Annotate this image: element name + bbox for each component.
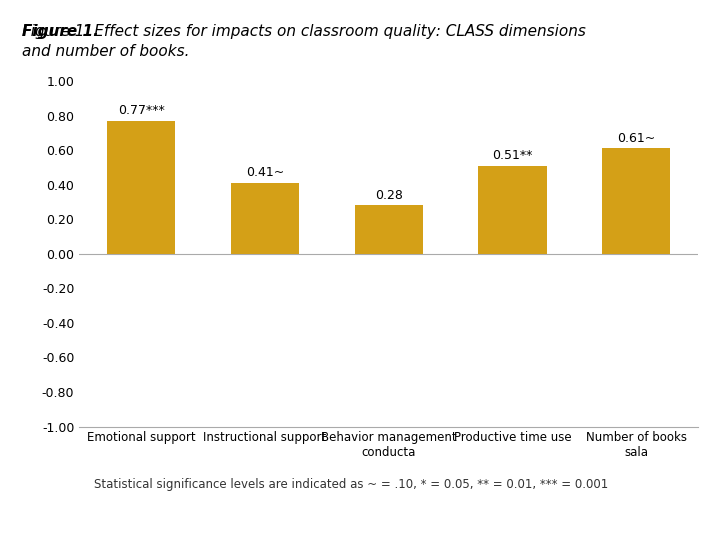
Text: NATIONAL FORUM ON EARLY CHILDHOOD POLICY AND PROGRAMS: NATIONAL FORUM ON EARLY CHILDHOOD POLICY… bbox=[88, 510, 632, 525]
Text: Statistical significance levels are indicated as ~ = .10, * = 0.05, ** = 0.01, *: Statistical significance levels are indi… bbox=[94, 478, 608, 491]
Bar bbox=[479, 166, 546, 254]
Text: 0.41~: 0.41~ bbox=[246, 166, 284, 179]
Text: 0.77***: 0.77*** bbox=[118, 104, 165, 117]
Bar bbox=[231, 183, 299, 254]
Text: Figure 1.: Figure 1. bbox=[22, 24, 99, 39]
Text: 0.61~: 0.61~ bbox=[617, 132, 655, 145]
Text: 0.28: 0.28 bbox=[375, 189, 402, 202]
Text: Figure 1. Effect sizes for impacts on classroom quality: CLASS dimensions: Figure 1. Effect sizes for impacts on cl… bbox=[22, 24, 585, 39]
Text: 0.51**: 0.51** bbox=[492, 149, 533, 162]
Bar bbox=[602, 148, 670, 254]
Bar bbox=[107, 121, 176, 254]
Text: and number of books.: and number of books. bbox=[22, 44, 189, 59]
Bar bbox=[355, 205, 423, 254]
